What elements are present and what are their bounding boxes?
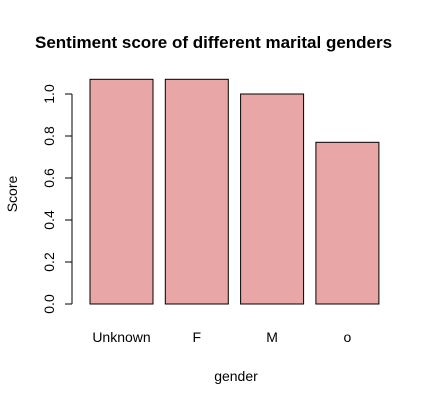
x-tick-label: Unknown [92,329,150,345]
bar-o [315,141,380,305]
bar-unknown [89,78,154,305]
y-tick-label: 0.4 [41,210,57,230]
y-tick-label: 0.6 [41,168,57,188]
y-tick-label: 0.2 [41,252,57,272]
x-tick-label: F [193,329,202,345]
y-tick-label: 0.8 [41,126,57,146]
y-tick-label: 0.0 [41,294,57,314]
y-axis-label: Score [4,176,20,213]
x-tick-label: o [344,329,352,345]
bar-m [240,93,305,305]
chart-title: Sentiment score of different marital gen… [35,33,392,52]
y-tick-label: 1.0 [41,84,57,104]
x-axis-label: gender [214,368,258,384]
x-tick-label: M [266,329,278,345]
bar-f [164,78,229,305]
y-axis: 0.0 0.2 0.4 0.6 0.8 1.0 [41,84,73,314]
bars-group [89,78,380,305]
